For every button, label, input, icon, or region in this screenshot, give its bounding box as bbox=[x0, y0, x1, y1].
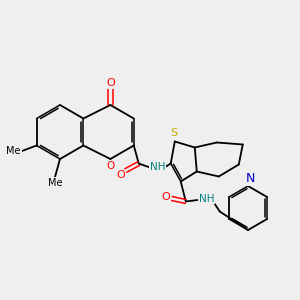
Text: O: O bbox=[161, 191, 170, 202]
Text: O: O bbox=[106, 78, 115, 88]
Text: Me: Me bbox=[48, 178, 62, 188]
Text: S: S bbox=[170, 128, 177, 139]
Text: NH: NH bbox=[150, 163, 166, 172]
Text: O: O bbox=[106, 161, 115, 171]
Text: N: N bbox=[245, 172, 255, 184]
Text: NH: NH bbox=[199, 194, 214, 203]
Text: O: O bbox=[116, 170, 125, 181]
Text: Me: Me bbox=[6, 146, 21, 157]
